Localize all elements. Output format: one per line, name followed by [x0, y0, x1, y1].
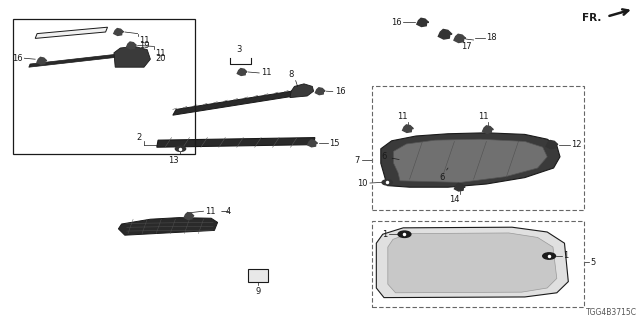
Text: 11: 11 [140, 36, 150, 45]
Text: 6: 6 [439, 168, 448, 182]
Bar [248, 269, 268, 282]
Text: FR.: FR. [582, 13, 602, 23]
Text: 1: 1 [563, 252, 568, 260]
Text: 10: 10 [358, 179, 368, 188]
Text: 17: 17 [461, 42, 472, 51]
Text: 1: 1 [382, 230, 387, 239]
Text: TGG4B3715C: TGG4B3715C [586, 308, 637, 317]
Text: 19: 19 [140, 41, 150, 50]
Text: 14: 14 [449, 195, 460, 204]
Polygon shape [388, 233, 557, 293]
Text: 11: 11 [205, 207, 215, 216]
Polygon shape [438, 29, 452, 39]
Polygon shape [454, 34, 466, 43]
Polygon shape [316, 88, 325, 95]
Text: 15: 15 [329, 139, 339, 148]
Polygon shape [237, 68, 247, 76]
Polygon shape [403, 125, 413, 132]
Polygon shape [417, 18, 429, 27]
Text: 16: 16 [12, 54, 23, 63]
Bar [372, 86, 584, 210]
Text: 11: 11 [261, 68, 271, 77]
Text: 12: 12 [571, 140, 581, 149]
Circle shape [382, 180, 392, 185]
Polygon shape [35, 27, 108, 38]
Text: 2: 2 [137, 133, 142, 142]
Circle shape [398, 231, 411, 237]
Polygon shape [308, 140, 317, 147]
Polygon shape [546, 140, 558, 149]
Text: 11: 11 [156, 49, 166, 58]
Polygon shape [184, 212, 194, 220]
Text: 9: 9 [255, 287, 260, 296]
Polygon shape [381, 133, 560, 187]
Text: 18: 18 [486, 33, 497, 42]
Circle shape [543, 253, 556, 259]
Polygon shape [454, 183, 465, 191]
Circle shape [175, 146, 186, 151]
Text: 3: 3 [236, 45, 241, 54]
Polygon shape [37, 57, 47, 64]
Text: 11: 11 [478, 112, 488, 121]
Polygon shape [114, 46, 150, 67]
Text: 16: 16 [390, 18, 401, 27]
Polygon shape [127, 42, 136, 49]
Polygon shape [114, 28, 124, 36]
Text: 6: 6 [381, 152, 399, 161]
Polygon shape [290, 84, 314, 98]
Polygon shape [173, 90, 298, 115]
Polygon shape [483, 126, 493, 133]
Text: 4: 4 [225, 207, 230, 216]
Bar [372, 221, 584, 307]
Polygon shape [29, 53, 129, 67]
Text: 8: 8 [289, 70, 294, 79]
Text: —: — [221, 207, 229, 216]
Text: 5: 5 [590, 258, 595, 267]
Polygon shape [394, 139, 547, 182]
Polygon shape [118, 218, 218, 235]
Text: 11: 11 [397, 112, 407, 121]
Text: 7: 7 [355, 156, 360, 164]
Polygon shape [157, 138, 315, 147]
Text: 13: 13 [168, 156, 179, 164]
Bar [13, 19, 195, 154]
Text: 16: 16 [335, 87, 346, 96]
Text: 20: 20 [156, 54, 166, 63]
Polygon shape [376, 227, 568, 298]
